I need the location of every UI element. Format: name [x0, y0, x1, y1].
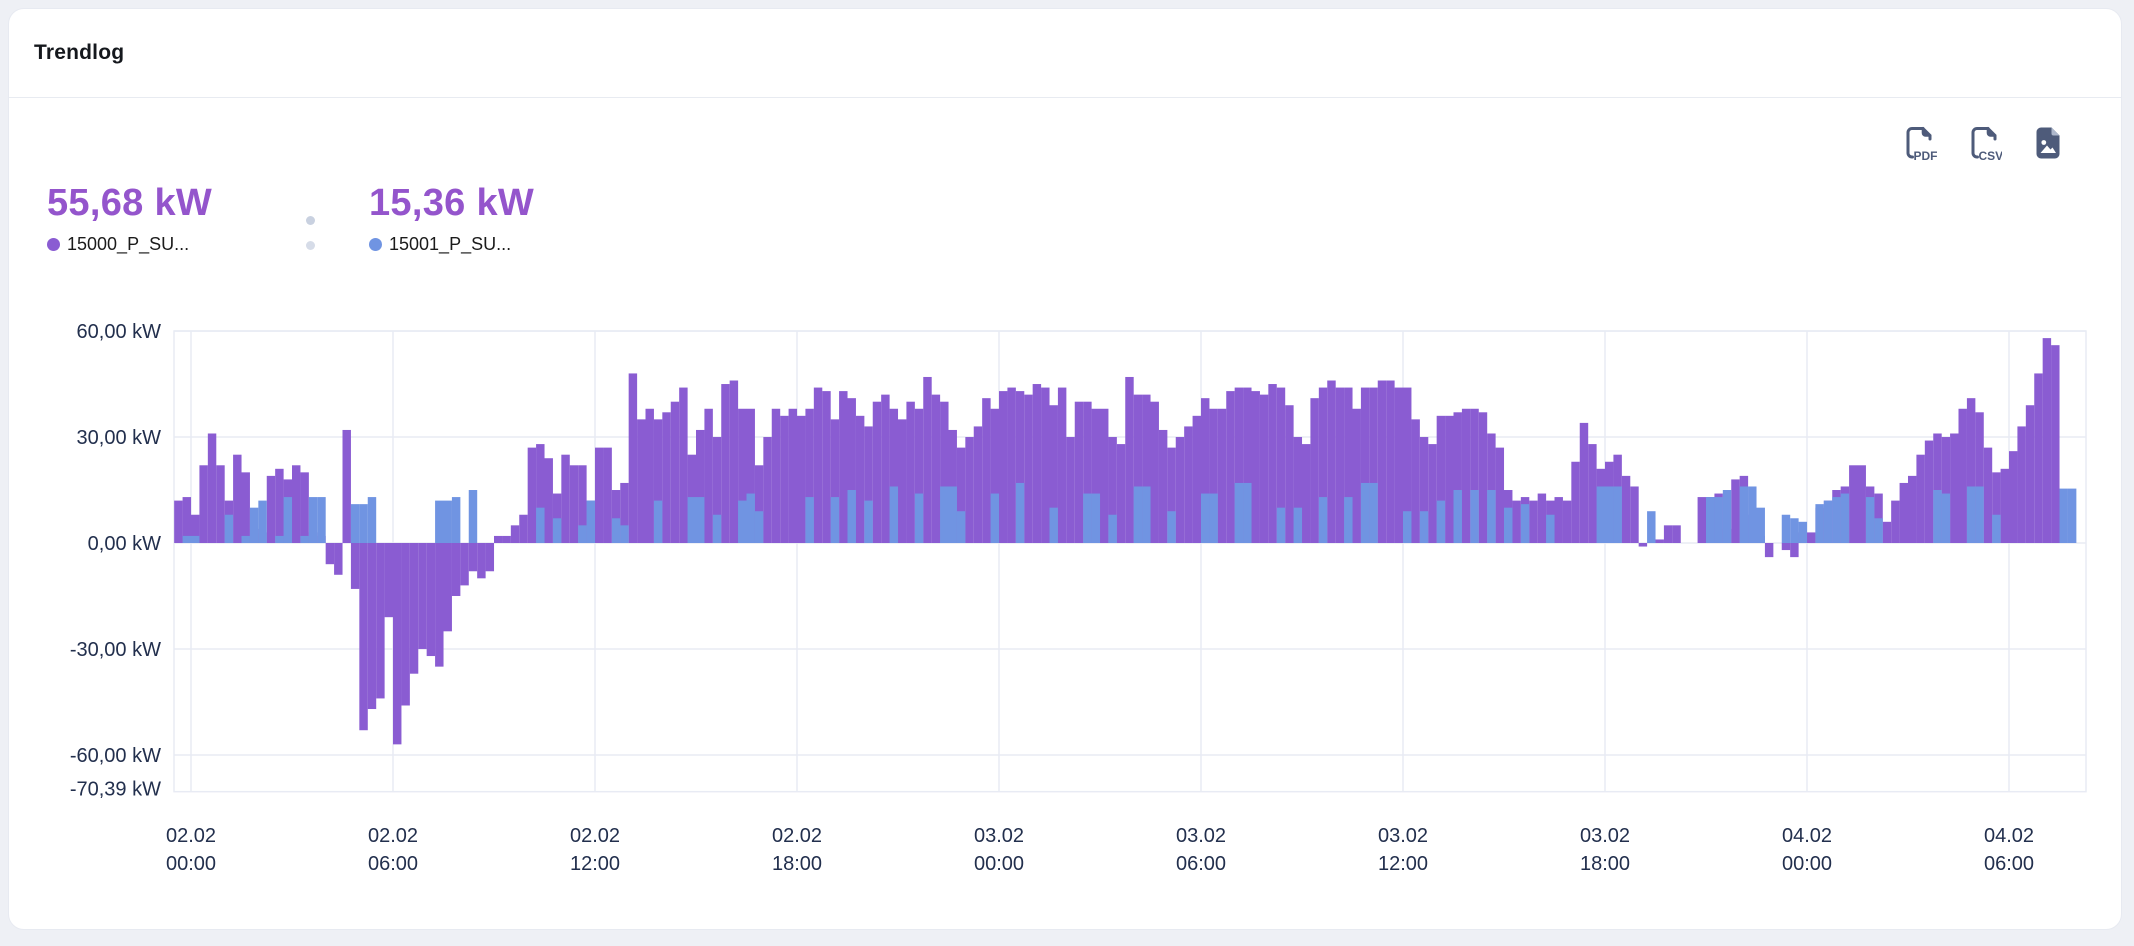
metric-series-1: 55,68 kW 15000_P_SU...: [47, 184, 212, 255]
legend-item-2[interactable]: 15001_P_SU...: [369, 234, 534, 255]
legend-dot-purple-icon: [47, 238, 60, 251]
page-title: Trendlog: [34, 41, 125, 64]
metric-series-2: 15,36 kW 15001_P_SU...: [369, 184, 534, 255]
legend-label-2: 15001_P_SU...: [389, 234, 512, 254]
export-pdf-icon: PDF: [1906, 127, 1938, 163]
export-pdf-button[interactable]: PDF: [1899, 124, 1937, 164]
svg-text:0,00 kW: 0,00 kW: [88, 533, 161, 555]
svg-text:-60,00 kW: -60,00 kW: [70, 745, 161, 767]
svg-text:-70,39 kW: -70,39 kW: [70, 779, 161, 801]
svg-text:60,00 kW: 60,00 kW: [77, 321, 162, 343]
export-csv-icon: CSV: [1971, 127, 2003, 163]
legend-label-1: 15000_P_SU...: [67, 234, 190, 254]
x-axis-labels: 02.02 00:00 02.02 06:00 02.02 12:00 02.02 18:00…: [166, 825, 2034, 875]
legend-dot-blue-icon: [369, 238, 382, 251]
metric-separator-dots-icon: [306, 216, 316, 266]
export-csv-button[interactable]: CSV: [1964, 124, 2002, 164]
series-blue-bars: [182, 482, 2077, 543]
trendlog-card: Trendlog 55,68 kW 15000_P_SU... 15,36 kW…: [8, 8, 2122, 930]
export-image-icon: [2036, 127, 2060, 159]
series-purple-bars: [174, 338, 2060, 745]
export-toolbar: PDF CSV: [1899, 124, 2067, 164]
svg-text:30,00 kW: 30,00 kW: [77, 427, 162, 449]
metric-value-1: 55,68 kW: [47, 182, 213, 224]
svg-text:-30,00 kW: -30,00 kW: [70, 639, 161, 661]
svg-text:CSV: CSV: [1979, 149, 2003, 163]
legend-item-1[interactable]: 15000_P_SU...: [47, 234, 212, 255]
y-axis-labels: 60,00 kW 30,00 kW 0,00 kW -30,00 kW -60,00 k…: [70, 321, 161, 801]
trend-chart[interactable]: 60,00 kW 30,00 kW 0,00 kW -30,00 kW -60,00 k…: [9, 302, 2123, 922]
metric-value-2: 15,36 kW: [369, 182, 535, 224]
svg-text:PDF: PDF: [1914, 149, 1938, 163]
card-body: 55,68 kW 15000_P_SU... 15,36 kW 15001_P_…: [9, 98, 2121, 930]
card-header: Trendlog: [9, 9, 2121, 98]
export-image-button[interactable]: [2029, 124, 2067, 164]
